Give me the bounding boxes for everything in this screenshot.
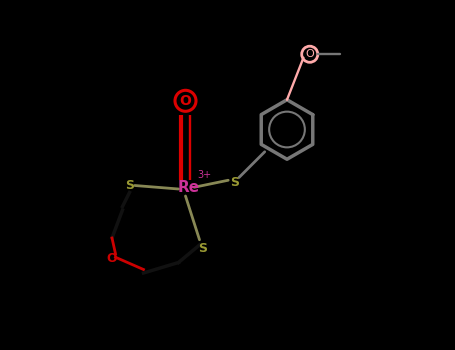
Text: S: S [198,242,207,255]
Text: S: S [125,179,134,192]
Text: O: O [305,49,314,59]
Text: 3+: 3+ [197,170,212,180]
Text: O: O [106,252,117,266]
Text: O: O [180,94,192,108]
Text: S: S [230,175,239,189]
Text: Re: Re [178,180,200,195]
